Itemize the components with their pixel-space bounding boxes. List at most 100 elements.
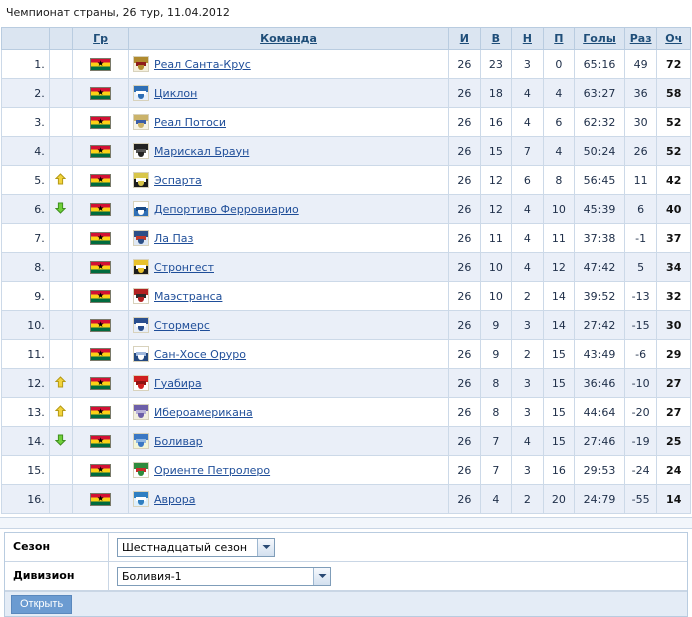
- cell-goal-diff: 6: [623, 194, 658, 224]
- bolivia-flag: ★: [90, 260, 112, 274]
- chevron-down-icon[interactable]: [257, 538, 274, 556]
- cell-draws: 4: [511, 107, 544, 137]
- open-button[interactable]: Открыть: [11, 594, 73, 614]
- team-link[interactable]: Ориенте Петролеро: [154, 463, 271, 477]
- cell-movement: [48, 223, 74, 253]
- team-link[interactable]: Эспарта: [154, 173, 202, 187]
- cell-games: 26: [448, 136, 481, 166]
- team-link[interactable]: Реал Санта-Крус: [154, 57, 251, 71]
- team-cell: Стронгест: [133, 259, 444, 275]
- table-header-row: Гр Команда И В Н П Голы Раз Оч: [1, 27, 691, 50]
- col-header-losses[interactable]: П: [542, 27, 576, 50]
- cell-games: 26: [448, 194, 481, 224]
- cell-losses: 12: [542, 252, 576, 282]
- col-header-group-link[interactable]: Гр: [93, 32, 108, 45]
- cell-games: 26: [448, 310, 481, 340]
- team-link[interactable]: Марискал Браун: [154, 144, 250, 158]
- cell-rank: 3.: [1, 107, 50, 137]
- cell-goal-diff: -24: [623, 455, 658, 485]
- aurora-badge: [133, 491, 149, 507]
- team-link[interactable]: Аврора: [154, 492, 196, 506]
- col-header-games-link[interactable]: И: [459, 32, 469, 45]
- table-row: 7. ★ Ла Паз 26 11 4 11 37:38 -1 37: [1, 223, 691, 253]
- cell-points: 30: [656, 310, 691, 340]
- cell-games: 26: [448, 368, 481, 398]
- cell-losses: 15: [542, 426, 576, 456]
- cell-games: 26: [448, 107, 481, 137]
- col-header-team[interactable]: Команда: [127, 27, 450, 50]
- col-header-points-link[interactable]: Оч: [665, 32, 683, 45]
- cell-games: 26: [448, 252, 481, 282]
- team-cell: Сан-Хосе Оруро: [133, 346, 444, 362]
- cell-goal-diff: -10: [623, 368, 658, 398]
- cell-rank: 1.: [1, 49, 50, 79]
- cell-games: 26: [448, 455, 481, 485]
- division-label: Дивизион: [5, 562, 109, 590]
- cell-draws: 7: [511, 136, 544, 166]
- cell-draws: 3: [511, 455, 544, 485]
- cell-points: 27: [656, 397, 691, 427]
- col-header-goal-diff[interactable]: Раз: [623, 27, 658, 50]
- cell-points: 14: [656, 484, 691, 514]
- cell-goal-diff: 11: [623, 165, 658, 195]
- team-link[interactable]: Сан-Хосе Оруро: [154, 347, 247, 361]
- cell-points: 37: [656, 223, 691, 253]
- team-cell: Циклон: [133, 85, 444, 101]
- team-link[interactable]: Циклон: [154, 86, 198, 100]
- cell-country-flag: ★: [72, 397, 129, 427]
- cell-wins: 9: [479, 310, 513, 340]
- arrow-up-icon: [55, 172, 67, 185]
- col-header-draws-link[interactable]: Н: [522, 32, 532, 45]
- col-header-goals-link[interactable]: Голы: [583, 32, 616, 45]
- col-header-games[interactable]: И: [448, 27, 481, 50]
- team-link[interactable]: Стормерс: [154, 318, 210, 332]
- cell-team: Стормерс: [127, 310, 450, 340]
- team-cell: Ориенте Петролеро: [133, 462, 444, 478]
- col-header-points[interactable]: Оч: [656, 27, 691, 50]
- col-header-draws[interactable]: Н: [511, 27, 544, 50]
- la-paz-badge: [133, 230, 149, 246]
- cell-draws: 2: [511, 281, 544, 311]
- cell-losses: 14: [542, 281, 576, 311]
- cell-goals: 29:53: [574, 455, 625, 485]
- col-header-group[interactable]: Гр: [72, 27, 129, 50]
- team-link[interactable]: Ла Паз: [154, 231, 194, 245]
- cell-draws: 4: [511, 252, 544, 282]
- season-select[interactable]: Шестнадцатый сезон: [117, 537, 275, 557]
- col-header-goals[interactable]: Голы: [574, 27, 625, 50]
- col-header-wins-link[interactable]: В: [491, 32, 501, 45]
- col-header-team-link[interactable]: Команда: [260, 32, 317, 45]
- team-link[interactable]: Маэстранса: [154, 289, 223, 303]
- cell-team: Боливар: [127, 426, 450, 456]
- team-link[interactable]: Стронгест: [154, 260, 214, 274]
- team-link[interactable]: Депортиво Ферровиарио: [154, 202, 299, 216]
- arrow-up-icon: [55, 375, 67, 388]
- team-link[interactable]: Реал Потоси: [154, 115, 227, 129]
- bolivia-flag: ★: [90, 202, 112, 216]
- table-row: 3. ★ Реал Потоси 26 16 4 6 62:32 30 52: [1, 107, 691, 137]
- bolivia-flag: ★: [90, 347, 112, 361]
- cell-team: Сан-Хосе Оруро: [127, 339, 450, 369]
- cell-country-flag: ★: [72, 339, 129, 369]
- cell-wins: 18: [479, 78, 513, 108]
- cell-draws: 2: [511, 339, 544, 369]
- bolivia-flag: ★: [90, 173, 112, 187]
- team-link[interactable]: Боливар: [154, 434, 203, 448]
- cell-country-flag: ★: [72, 107, 129, 137]
- chevron-down-icon[interactable]: [313, 567, 330, 585]
- cell-losses: 8: [542, 165, 576, 195]
- team-link[interactable]: Ибероамерикана: [154, 405, 253, 419]
- cell-team: Реал Санта-Крус: [127, 49, 450, 79]
- table-row: 10. ★ Стормерс 26 9 3 14 27:42 -15 30: [1, 310, 691, 340]
- cell-movement: [48, 252, 74, 282]
- col-header-wins[interactable]: В: [479, 27, 513, 50]
- team-cell: Реал Потоси: [133, 114, 444, 130]
- cell-losses: 16: [542, 455, 576, 485]
- division-select[interactable]: Боливия-1: [117, 566, 331, 586]
- cell-rank: 6.: [1, 194, 50, 224]
- cell-points: 58: [656, 78, 691, 108]
- col-header-losses-link[interactable]: П: [554, 32, 564, 45]
- col-header-goal-diff-link[interactable]: Раз: [629, 32, 652, 45]
- team-link[interactable]: Гуабира: [154, 376, 202, 390]
- cell-team: Стронгест: [127, 252, 450, 282]
